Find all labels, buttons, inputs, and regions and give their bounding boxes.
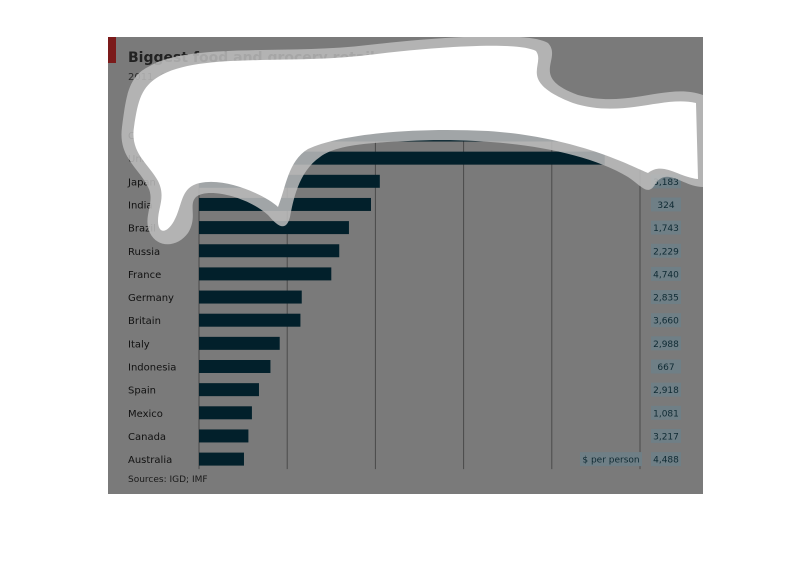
per-person-value-box xyxy=(651,290,681,305)
category-label: United States xyxy=(128,154,196,165)
x-tick-label: 0 xyxy=(196,107,202,118)
bar xyxy=(199,221,349,235)
secondary-column-label-box xyxy=(580,452,642,467)
per-person-value: 1,743 xyxy=(653,224,679,234)
bar xyxy=(199,313,301,327)
per-person-value-box xyxy=(651,266,681,281)
bar xyxy=(199,197,371,211)
x-tick-label: 0.4 xyxy=(367,107,383,118)
category-label: Canada xyxy=(128,432,166,443)
x-tick-label: 0.8 xyxy=(544,107,560,118)
category-label: Brazil xyxy=(128,224,156,235)
category-label: Mexico xyxy=(128,409,163,420)
bar xyxy=(199,128,629,142)
bar xyxy=(199,174,380,188)
per-person-value-box xyxy=(651,428,681,443)
per-person-value: 4,740 xyxy=(653,270,679,280)
per-person-value-box xyxy=(651,336,681,351)
bar xyxy=(199,452,244,466)
bar xyxy=(199,151,605,165)
bar xyxy=(199,290,302,304)
accent-tab xyxy=(108,37,116,63)
bar xyxy=(199,429,249,443)
per-person-value: 2,931 xyxy=(653,155,679,165)
bar xyxy=(199,360,271,373)
per-person-value: 667 xyxy=(657,363,674,373)
per-person-value: 4,488 xyxy=(653,456,679,466)
per-person-value: 3,183 xyxy=(653,178,679,188)
category-label: Russia xyxy=(128,247,160,258)
bar xyxy=(199,244,340,258)
chart-source: Sources: IGD; IMF xyxy=(128,475,208,485)
category-label: China xyxy=(128,131,157,142)
bar xyxy=(199,406,252,420)
category-label: Germany xyxy=(128,293,174,304)
x-tick-label: 0.6 xyxy=(456,107,472,118)
bar xyxy=(199,267,332,281)
category-label: France xyxy=(128,270,161,281)
per-person-value: 2,918 xyxy=(653,386,679,396)
per-person-value-box xyxy=(651,243,681,258)
bar xyxy=(199,383,259,397)
category-label: Indonesia xyxy=(128,363,176,374)
per-person-value-box xyxy=(651,359,681,374)
per-person-value: 722 xyxy=(657,132,674,142)
per-person-value-box xyxy=(651,382,681,397)
category-label: Australia xyxy=(128,455,172,466)
per-person-value: 3,660 xyxy=(653,317,679,327)
per-person-value: 3,217 xyxy=(653,432,679,442)
category-label: Britain xyxy=(128,316,161,327)
per-person-value: 2,835 xyxy=(653,294,679,304)
bar xyxy=(199,336,280,350)
per-person-value: 2,229 xyxy=(653,247,679,257)
per-person-value-box xyxy=(651,452,681,467)
x-tick-label: 0.2 xyxy=(279,107,295,118)
chart-panel: Biggest food and grocery retail markets … xyxy=(108,37,703,494)
x-tick-label: 1.0 xyxy=(632,107,648,118)
category-label: India xyxy=(128,200,153,211)
category-label: Italy xyxy=(128,339,150,350)
per-person-value: 2,988 xyxy=(653,340,679,350)
per-person-value-box xyxy=(651,405,681,420)
per-person-value: 1,081 xyxy=(653,409,679,419)
bar-chart: 0 0.2 0.4 0.6 0.8 1.0 China 722 United States 2,9… xyxy=(127,107,681,470)
secondary-column-label: $ per person xyxy=(582,456,639,466)
per-person-value-box xyxy=(651,313,681,328)
category-label: Spain xyxy=(128,386,156,397)
per-person-value: 324 xyxy=(657,201,674,211)
category-label: Japan xyxy=(127,177,156,188)
